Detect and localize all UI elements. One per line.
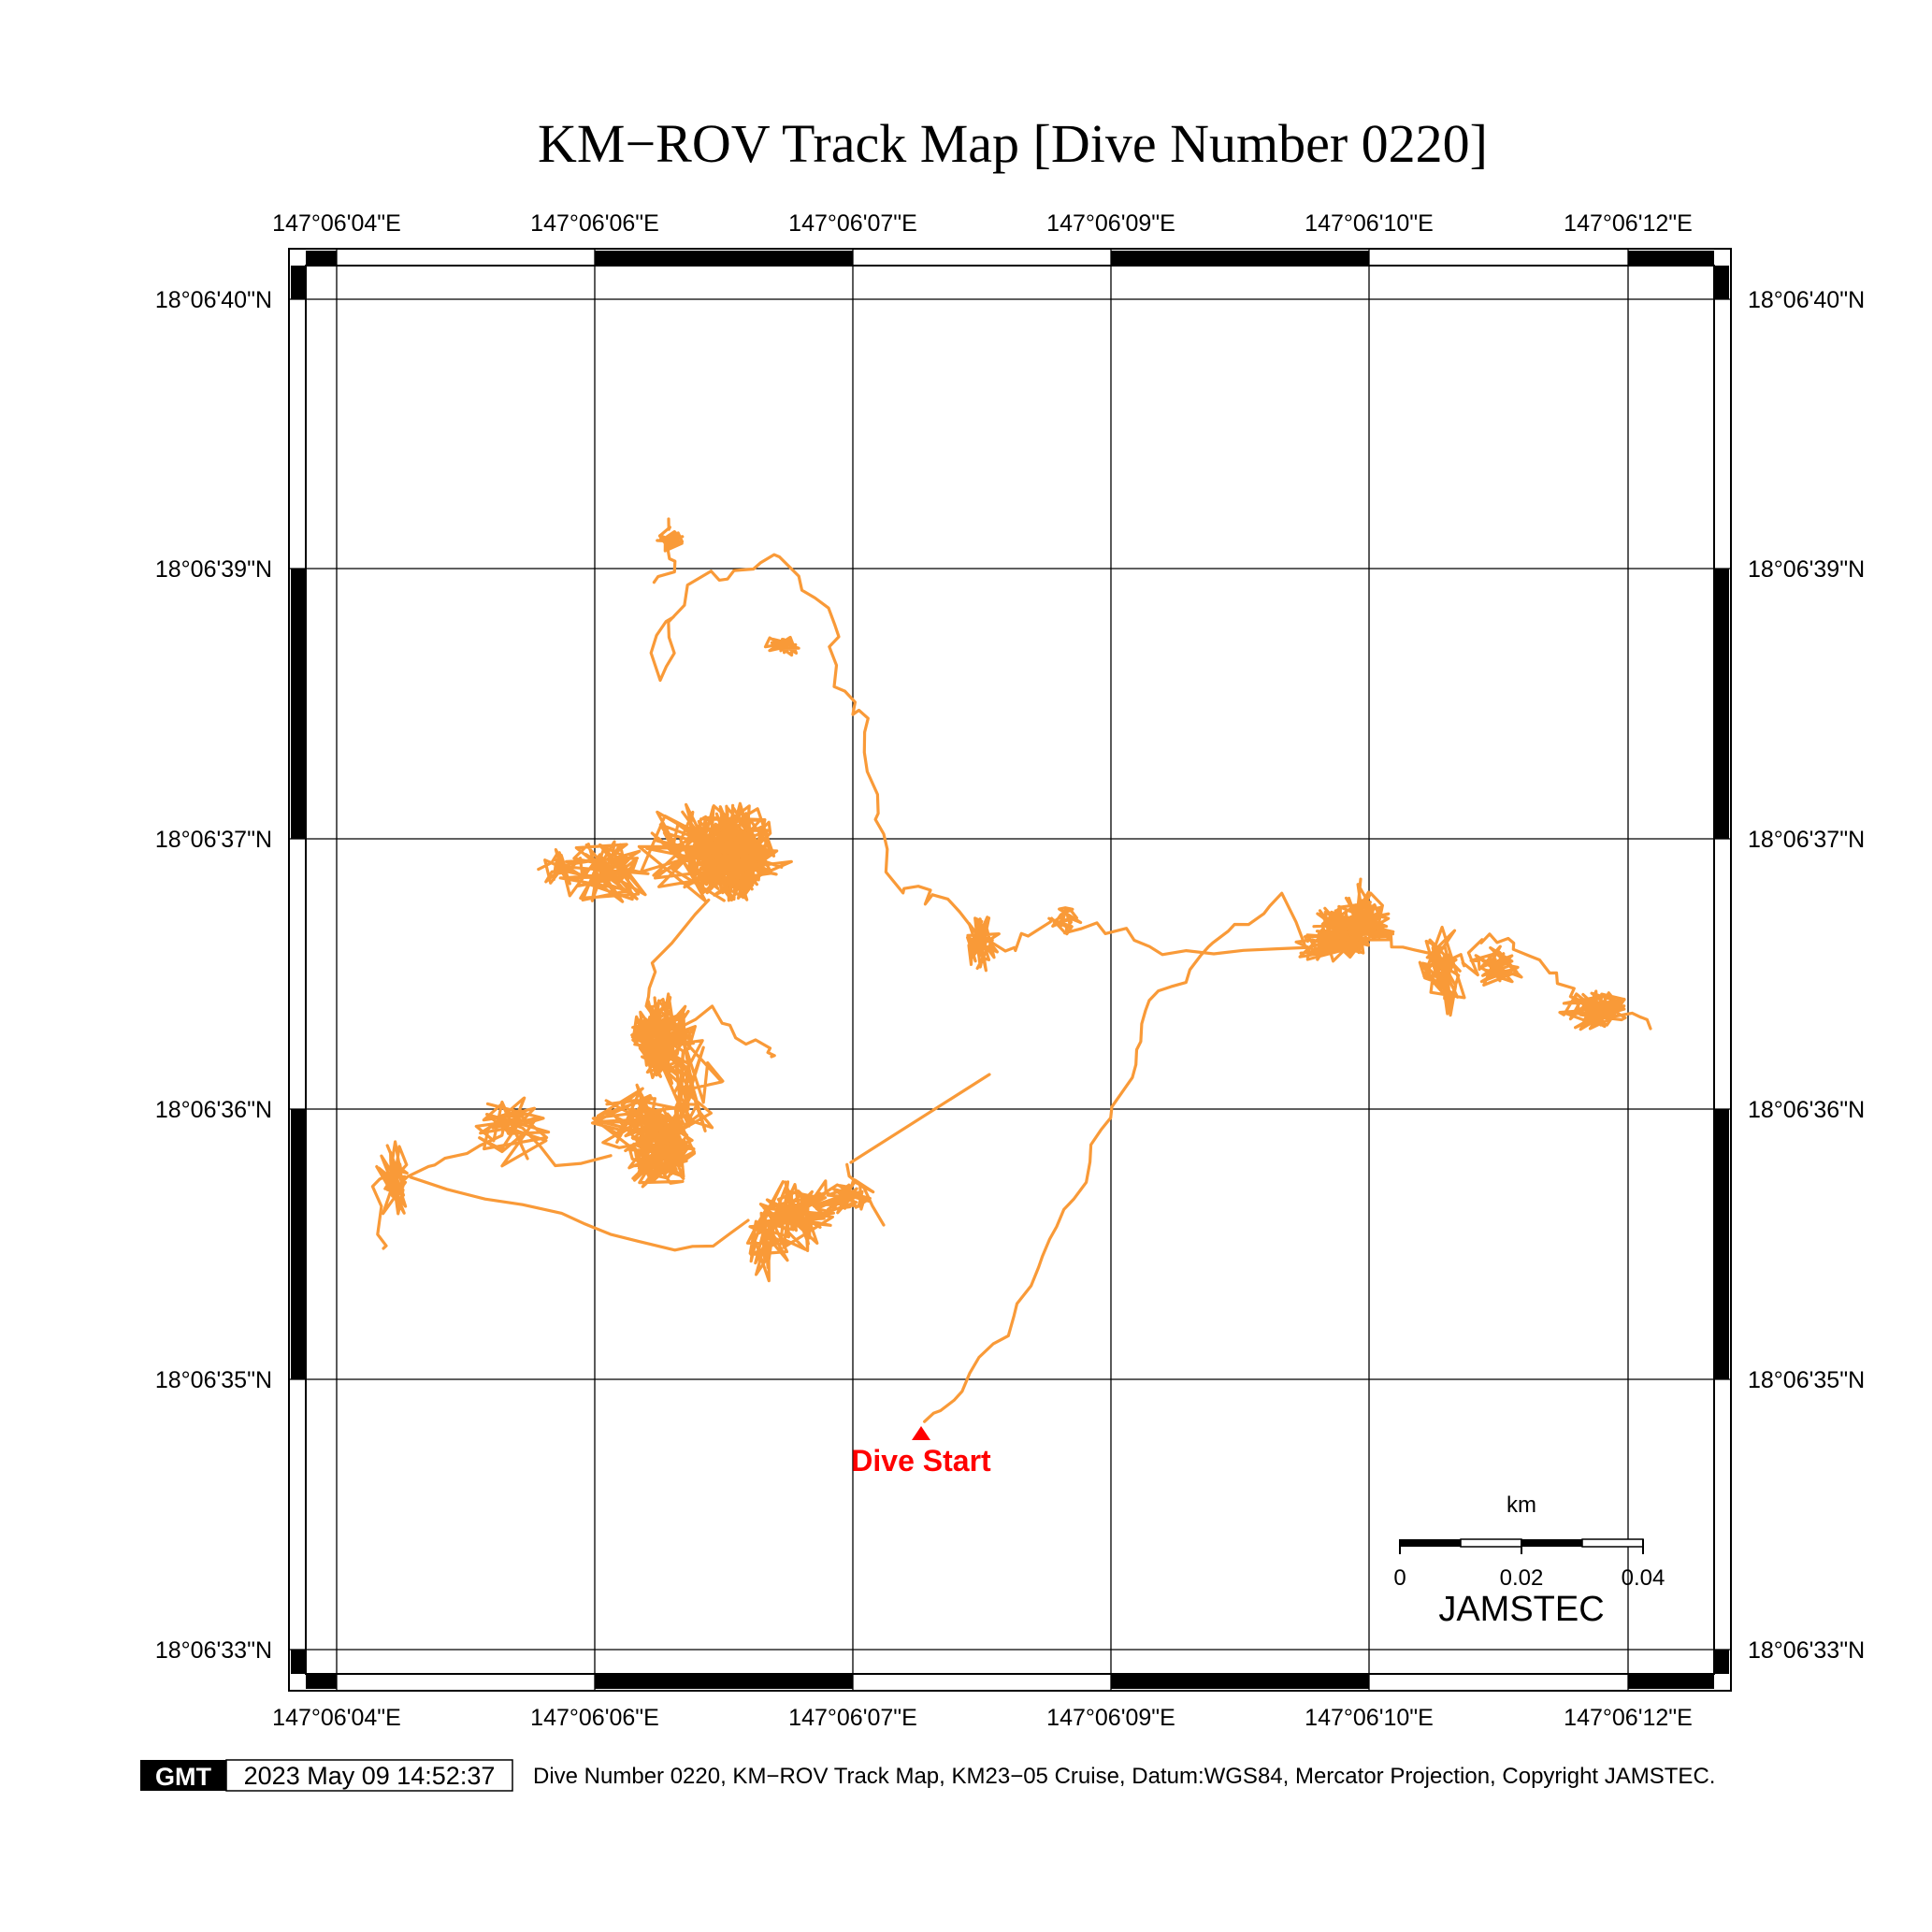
track-cluster bbox=[656, 529, 685, 553]
frame-bar bbox=[595, 1675, 853, 1689]
lat-label: 18°06'35"N bbox=[155, 1367, 272, 1393]
track-cluster bbox=[637, 802, 793, 903]
lat-label: 18°06'39"N bbox=[1748, 556, 1865, 583]
track-cluster bbox=[1047, 906, 1083, 936]
track-cluster bbox=[810, 1178, 875, 1215]
track-cluster bbox=[624, 1107, 697, 1189]
graticule bbox=[289, 249, 1731, 1691]
frame-bar bbox=[291, 266, 305, 299]
track-cluster bbox=[474, 1096, 551, 1168]
lon-label: 147°06'12"E bbox=[1564, 1705, 1693, 1731]
dive-start-label: Dive Start bbox=[851, 1444, 991, 1478]
lat-label: 18°06'37"N bbox=[1748, 827, 1865, 853]
jamstec-logo: JAMSTEC bbox=[1438, 1590, 1604, 1629]
frame-bar bbox=[291, 1650, 305, 1674]
lon-label: 147°06'09"E bbox=[1046, 1705, 1175, 1731]
frame-bar bbox=[1715, 569, 1729, 839]
lon-label: 147°06'07"E bbox=[788, 1705, 917, 1731]
lon-label: 147°06'07"E bbox=[788, 210, 917, 237]
scale-segment bbox=[1460, 1538, 1522, 1548]
track-cluster bbox=[1294, 926, 1364, 963]
track-south bbox=[644, 898, 776, 1059]
track-cluster bbox=[1469, 944, 1523, 987]
scale-tick-label: 0.04 bbox=[1622, 1565, 1665, 1591]
frame-bar bbox=[306, 1675, 337, 1689]
lon-labels-bottom: 147°06'04"E 147°06'06"E 147°06'07"E 147°… bbox=[272, 1705, 1693, 1731]
lat-label: 18°06'37"N bbox=[155, 827, 272, 853]
track-outbound bbox=[923, 891, 1306, 1423]
lat-label: 18°06'40"N bbox=[155, 287, 272, 313]
lat-label: 18°06'39"N bbox=[155, 556, 272, 583]
frame-bar bbox=[1111, 251, 1369, 265]
track-middle bbox=[980, 916, 1312, 957]
lon-label: 147°06'06"E bbox=[530, 1705, 659, 1731]
track-cluster bbox=[1418, 925, 1466, 1017]
scale-segment bbox=[1400, 1539, 1461, 1547]
scale-segment bbox=[1581, 1538, 1644, 1548]
lon-labels-top: 147°06'04"E 147°06'06"E 147°06'07"E 147°… bbox=[272, 210, 1693, 237]
gmt-badge-text: GMT bbox=[155, 1763, 211, 1791]
dive-start-marker: Dive Start bbox=[851, 1426, 991, 1478]
lat-label: 18°06'36"N bbox=[1748, 1097, 1865, 1123]
frame-bar bbox=[595, 251, 853, 265]
track-cluster bbox=[966, 916, 1001, 973]
frame-bar bbox=[1715, 1650, 1729, 1674]
track-cluster bbox=[590, 1083, 684, 1160]
scale-unit: km bbox=[1507, 1492, 1536, 1518]
track-cluster bbox=[745, 1206, 789, 1283]
lat-label: 18°06'33"N bbox=[1748, 1637, 1865, 1664]
track-cluster bbox=[763, 635, 800, 657]
map-title: KM−ROV Track Map [Dive Number 0220] bbox=[538, 113, 1488, 174]
frame-bar bbox=[1111, 1675, 1369, 1689]
lon-label: 147°06'04"E bbox=[272, 1705, 401, 1731]
lat-label: 18°06'33"N bbox=[155, 1637, 272, 1664]
lon-label: 147°06'10"E bbox=[1305, 1705, 1434, 1731]
track-cluster bbox=[1558, 989, 1627, 1031]
frame-bar bbox=[291, 569, 305, 839]
scale-tick-label: 0.02 bbox=[1500, 1565, 1544, 1591]
frame-bar bbox=[291, 1109, 305, 1379]
lat-label: 18°06'36"N bbox=[155, 1097, 272, 1123]
start-triangle-icon bbox=[912, 1426, 930, 1440]
lat-label: 18°06'35"N bbox=[1748, 1367, 1865, 1393]
track-segment bbox=[845, 1162, 886, 1227]
track-cluster bbox=[630, 992, 697, 1085]
timestamp-box bbox=[225, 1759, 513, 1792]
rov-track bbox=[370, 517, 1652, 1423]
footer-caption: Dive Number 0220, KM−ROV Track Map, KM23… bbox=[533, 1764, 1715, 1789]
track-cluster bbox=[556, 840, 650, 903]
track-segment bbox=[409, 1175, 750, 1252]
timestamp: 2023 May 09 14:52:37 bbox=[244, 1762, 496, 1790]
track-straight-leg bbox=[849, 1073, 991, 1164]
frame-bar bbox=[306, 251, 337, 265]
lon-label: 147°06'09"E bbox=[1046, 210, 1175, 237]
lon-label: 147°06'12"E bbox=[1564, 210, 1693, 237]
lat-labels-right: 18°06'40"N 18°06'39"N 18°06'37"N 18°06'3… bbox=[1748, 287, 1865, 1664]
frame-bar bbox=[1628, 1675, 1714, 1689]
gmt-logo-icon bbox=[140, 1760, 226, 1791]
lat-labels-left: 18°06'40"N 18°06'39"N 18°06'37"N 18°06'3… bbox=[155, 287, 272, 1664]
frame-bar bbox=[1715, 266, 1729, 299]
track-cluster bbox=[755, 1180, 835, 1252]
track-segment bbox=[652, 517, 677, 584]
frame-bar bbox=[1715, 1109, 1729, 1379]
lat-label: 18°06'40"N bbox=[1748, 287, 1865, 313]
track-cluster bbox=[537, 848, 584, 886]
scale-bar: km 0 0.02 0.04 JAMSTEC bbox=[1393, 1492, 1665, 1629]
track-cluster bbox=[661, 1034, 725, 1135]
footer: GMT 2023 May 09 14:52:37 Dive Number 022… bbox=[140, 1759, 1715, 1792]
lon-label: 147°06'04"E bbox=[272, 210, 401, 237]
frame-bar bbox=[1628, 251, 1714, 265]
track-north bbox=[649, 553, 982, 940]
track-cluster bbox=[375, 1140, 409, 1216]
lon-label: 147°06'06"E bbox=[530, 210, 659, 237]
scale-segment bbox=[1521, 1539, 1582, 1547]
track-cluster bbox=[1336, 877, 1384, 955]
lon-label: 147°06'10"E bbox=[1305, 210, 1434, 237]
scale-tick-label: 0 bbox=[1393, 1565, 1406, 1591]
